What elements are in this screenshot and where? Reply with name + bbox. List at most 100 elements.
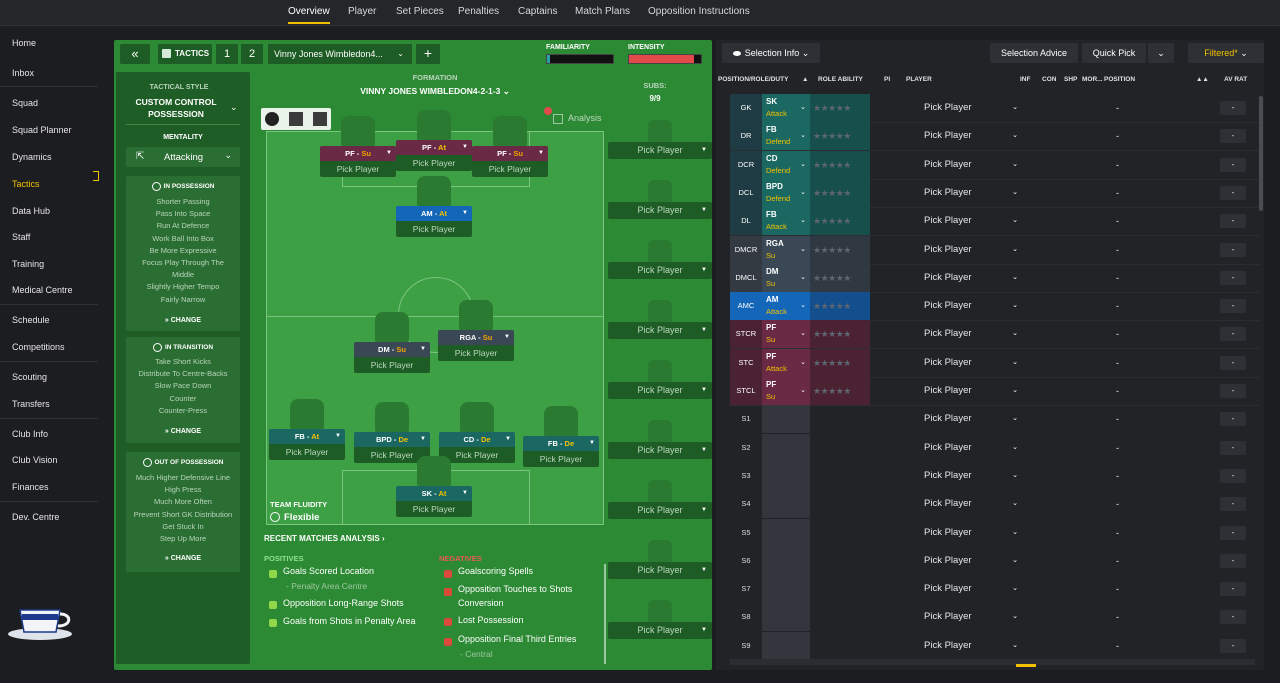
- pick-player-button[interactable]: Pick Player: [439, 447, 515, 463]
- selection-row[interactable]: DCR CD Defend ⌄ ★★★★★ Pick Player ⌄ - -: [730, 150, 1260, 179]
- analysis-scrollbar[interactable]: [604, 564, 606, 664]
- quick-pick-button[interactable]: Quick Pick: [1082, 43, 1146, 63]
- sidebar-item-squad[interactable]: Squad: [12, 98, 39, 108]
- selection-advice-button[interactable]: Selection Advice: [990, 43, 1078, 63]
- add-tactic-button[interactable]: +: [416, 44, 440, 64]
- sidebar-item-scouting[interactable]: Scouting: [12, 372, 48, 382]
- sub-pick-player-button[interactable]: Pick Player ▼: [608, 622, 712, 639]
- sidebar-item-schedule[interactable]: Schedule: [12, 315, 50, 325]
- role-duty-dropdown[interactable]: BPD Defend ⌄: [762, 178, 810, 207]
- sub-pick-player-button[interactable]: Pick Player ▼: [608, 502, 712, 519]
- sub-pick-player-button[interactable]: Pick Player ▼: [608, 562, 712, 579]
- pick-player-dropdown[interactable]: Pick Player ⌄: [924, 94, 1024, 122]
- sidebar-item-tactics[interactable]: Tactics: [12, 179, 40, 189]
- tab-captains[interactable]: Captains: [518, 6, 558, 17]
- pick-player-button[interactable]: Pick Player: [396, 221, 472, 237]
- column-header-position-2[interactable]: POSITION: [1104, 76, 1136, 83]
- substitute-row[interactable]: S6 Pick Player ⌄ - -: [730, 546, 1260, 575]
- pick-player-button[interactable]: Pick Player: [269, 444, 345, 460]
- sub-slot[interactable]: Pick Player ▼: [608, 600, 712, 639]
- tab-match-plans[interactable]: Match Plans: [575, 6, 631, 17]
- pick-player-dropdown[interactable]: Pick Player ⌄: [924, 179, 1024, 207]
- sidebar-item-medical-centre[interactable]: Medical Centre: [12, 285, 73, 295]
- tab-player[interactable]: Player: [348, 6, 377, 17]
- sub-slot[interactable]: Pick Player ▼: [608, 420, 712, 459]
- sub-pick-player-button[interactable]: Pick Player ▼: [608, 382, 712, 399]
- column-header-morale[interactable]: MOR...: [1082, 76, 1103, 83]
- tab-penalties[interactable]: Penalties: [458, 6, 500, 17]
- pick-player-button[interactable]: Pick Player: [396, 501, 472, 517]
- tactical-style-line1[interactable]: CUSTOM CONTROL: [135, 97, 217, 107]
- pick-player-dropdown[interactable]: Pick Player ⌄: [924, 603, 1024, 631]
- pick-player-button[interactable]: Pick Player: [472, 161, 548, 177]
- pick-player-button[interactable]: Pick Player: [396, 155, 472, 171]
- sub-slot[interactable]: Pick Player ▼: [608, 120, 712, 159]
- mentality-dropdown[interactable]: ⇱ Attacking ⌄: [126, 147, 240, 167]
- column-header-shp[interactable]: SHP: [1064, 76, 1078, 83]
- player-slot-stcr[interactable]: PF - Su ▼ Pick Player: [472, 116, 548, 177]
- sub-pick-player-button[interactable]: Pick Player ▼: [608, 322, 712, 339]
- role-duty-dropdown[interactable]: FB Attack ⌄: [762, 207, 810, 236]
- pick-player-dropdown[interactable]: Pick Player ⌄: [924, 122, 1024, 150]
- player-slot-amc[interactable]: AM - At ▼ Pick Player: [396, 176, 472, 237]
- tactic-slot-1-button[interactable]: 1: [216, 44, 238, 64]
- pick-player-button[interactable]: Pick Player: [523, 451, 599, 467]
- bar-chart-icon[interactable]: [289, 112, 303, 126]
- player-slot-dmcl[interactable]: DM - Su ▼ Pick Player: [354, 312, 430, 373]
- player-slot-dcr[interactable]: CD - De ▼ Pick Player: [439, 402, 515, 463]
- selection-row[interactable]: DR FB Defend ⌄ ★★★★★ Pick Player ⌄ - -: [730, 122, 1260, 151]
- player-slot-stcl[interactable]: PF - Su ▼ Pick Player: [320, 116, 396, 177]
- sub-slot[interactable]: Pick Player ▼: [608, 300, 712, 339]
- player-slot-dmcr[interactable]: RGA - Su ▼ Pick Player: [438, 300, 514, 361]
- pick-player-button[interactable]: Pick Player: [438, 345, 514, 361]
- pick-player-dropdown[interactable]: Pick Player ⌄: [924, 264, 1024, 292]
- column-header-pi[interactable]: PI: [884, 76, 891, 83]
- role-tag[interactable]: PF - At ▼: [396, 140, 472, 155]
- player-slot-stc[interactable]: PF - At ▼ Pick Player: [396, 110, 472, 171]
- sidebar-item-staff[interactable]: Staff: [12, 232, 31, 242]
- sub-pick-player-button[interactable]: Pick Player ▼: [608, 442, 712, 459]
- substitute-row[interactable]: S7 Pick Player ⌄ - -: [730, 575, 1260, 604]
- sidebar-item-inbox[interactable]: Inbox: [12, 68, 35, 78]
- sub-slot[interactable]: Pick Player ▼: [608, 360, 712, 399]
- player-slot-dcl[interactable]: BPD - De ▼ Pick Player: [354, 402, 430, 463]
- tactical-style-line2[interactable]: POSSESSION: [148, 109, 204, 119]
- selection-row[interactable]: STCR PF Su ⌄ ★★★★★ Pick Player ⌄ - -: [730, 320, 1260, 349]
- role-duty-dropdown[interactable]: AM Attack ⌄: [762, 292, 810, 321]
- role-tag[interactable]: PF - Su ▼: [320, 146, 396, 161]
- pick-player-dropdown[interactable]: Pick Player ⌄: [924, 320, 1024, 348]
- analysis-button[interactable]: Analysis: [544, 107, 610, 128]
- role-duty-dropdown[interactable]: PF Su ⌄: [762, 377, 810, 405]
- selection-row[interactable]: AMC AM Attack ⌄ ★★★★★ Pick Player ⌄ - -: [730, 292, 1260, 321]
- selection-row[interactable]: GK SK Attack ⌄ ★★★★★ Pick Player ⌄ - -: [730, 94, 1260, 122]
- player-slot-gk[interactable]: SK - At ▼ Pick Player: [396, 456, 472, 517]
- role-tag[interactable]: RGA - Su ▼: [438, 330, 514, 345]
- sidebar-item-dev-centre[interactable]: Dev. Centre: [12, 512, 60, 522]
- column-header-player[interactable]: PLAYER: [906, 76, 932, 83]
- sidebar-item-training[interactable]: Training: [12, 259, 45, 269]
- column-header-role-ability[interactable]: ROLE ABILITY: [818, 76, 863, 83]
- sub-pick-player-button[interactable]: Pick Player ▼: [608, 202, 712, 219]
- substitute-row[interactable]: S1 Pick Player ⌄ - -: [730, 405, 1260, 434]
- tab-opposition-instructions[interactable]: Opposition Instructions: [648, 6, 750, 17]
- chevron-down-icon[interactable]: ⌄: [230, 102, 238, 112]
- role-duty-dropdown[interactable]: CD Defend ⌄: [762, 150, 810, 179]
- tactic-name-dropdown[interactable]: Vinny Jones Wimbledon4... ⌄: [268, 44, 412, 64]
- pick-player-dropdown[interactable]: Pick Player ⌄: [924, 519, 1024, 547]
- sidebar-item-club-info[interactable]: Club Info: [12, 429, 49, 439]
- familiarity-bar[interactable]: [546, 54, 614, 64]
- pick-player-dropdown[interactable]: Pick Player ⌄: [924, 632, 1024, 660]
- pick-player-dropdown[interactable]: Pick Player ⌄: [924, 151, 1024, 179]
- role-tag[interactable]: CD - De ▼: [439, 432, 515, 447]
- sidebar-item-transfers[interactable]: Transfers: [12, 399, 50, 409]
- pick-player-dropdown[interactable]: Pick Player ⌄: [924, 462, 1024, 490]
- tab-overview[interactable]: Overview: [288, 6, 330, 24]
- analysis-title-link[interactable]: RECENT MATCHES ANALYSIS ›: [264, 534, 385, 543]
- player-slot-dl[interactable]: FB - At ▼ Pick Player: [269, 399, 345, 460]
- column-header-con[interactable]: CON: [1042, 76, 1057, 83]
- info-icon[interactable]: [313, 112, 327, 126]
- change-in-transition-button[interactable]: » CHANGE: [126, 428, 240, 435]
- tab-set-pieces[interactable]: Set Pieces: [396, 6, 444, 17]
- role-duty-dropdown[interactable]: SK Attack ⌄: [762, 94, 810, 122]
- pick-player-dropdown[interactable]: Pick Player ⌄: [924, 575, 1024, 603]
